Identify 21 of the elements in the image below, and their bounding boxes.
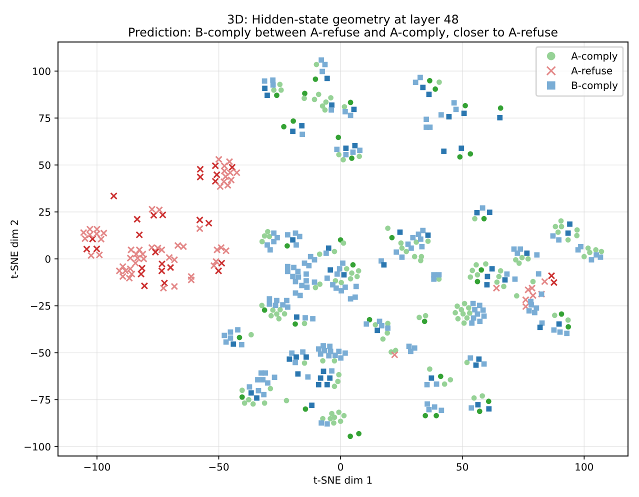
y-tick-label: 75 xyxy=(39,114,50,122)
y-tick-label: −100 xyxy=(24,442,50,451)
x-tick-label: 100 xyxy=(576,463,594,471)
legend-label: B-comply xyxy=(572,81,618,92)
chart-subtitle: Prediction: B-comply between A-refuse and A-comply, closer to A-refuse xyxy=(129,27,558,39)
chart-title: 3D: Hidden-state geometry at layer 48 xyxy=(228,14,458,26)
x-tick-label: −50 xyxy=(209,463,229,471)
x-axis-title: t-SNE dim 1 xyxy=(314,476,372,484)
legend-label: A-comply xyxy=(571,52,618,62)
y-tick-label: −25 xyxy=(31,302,50,310)
y-tick-label: 25 xyxy=(39,208,50,216)
y-tick-label: 50 xyxy=(39,161,50,169)
y-tick-label: 100 xyxy=(33,67,50,76)
x-tick-label: 0 xyxy=(338,463,344,471)
y-axis-title: t-SNE dim 2 xyxy=(10,220,18,278)
y-tick-label: −75 xyxy=(31,396,50,404)
y-tick-label: 0 xyxy=(45,255,50,263)
y-tick-label: −50 xyxy=(31,349,50,357)
x-tick-label: −100 xyxy=(84,463,110,471)
x-tick-label: 50 xyxy=(456,463,468,471)
legend-label: A-refuse xyxy=(571,66,612,74)
